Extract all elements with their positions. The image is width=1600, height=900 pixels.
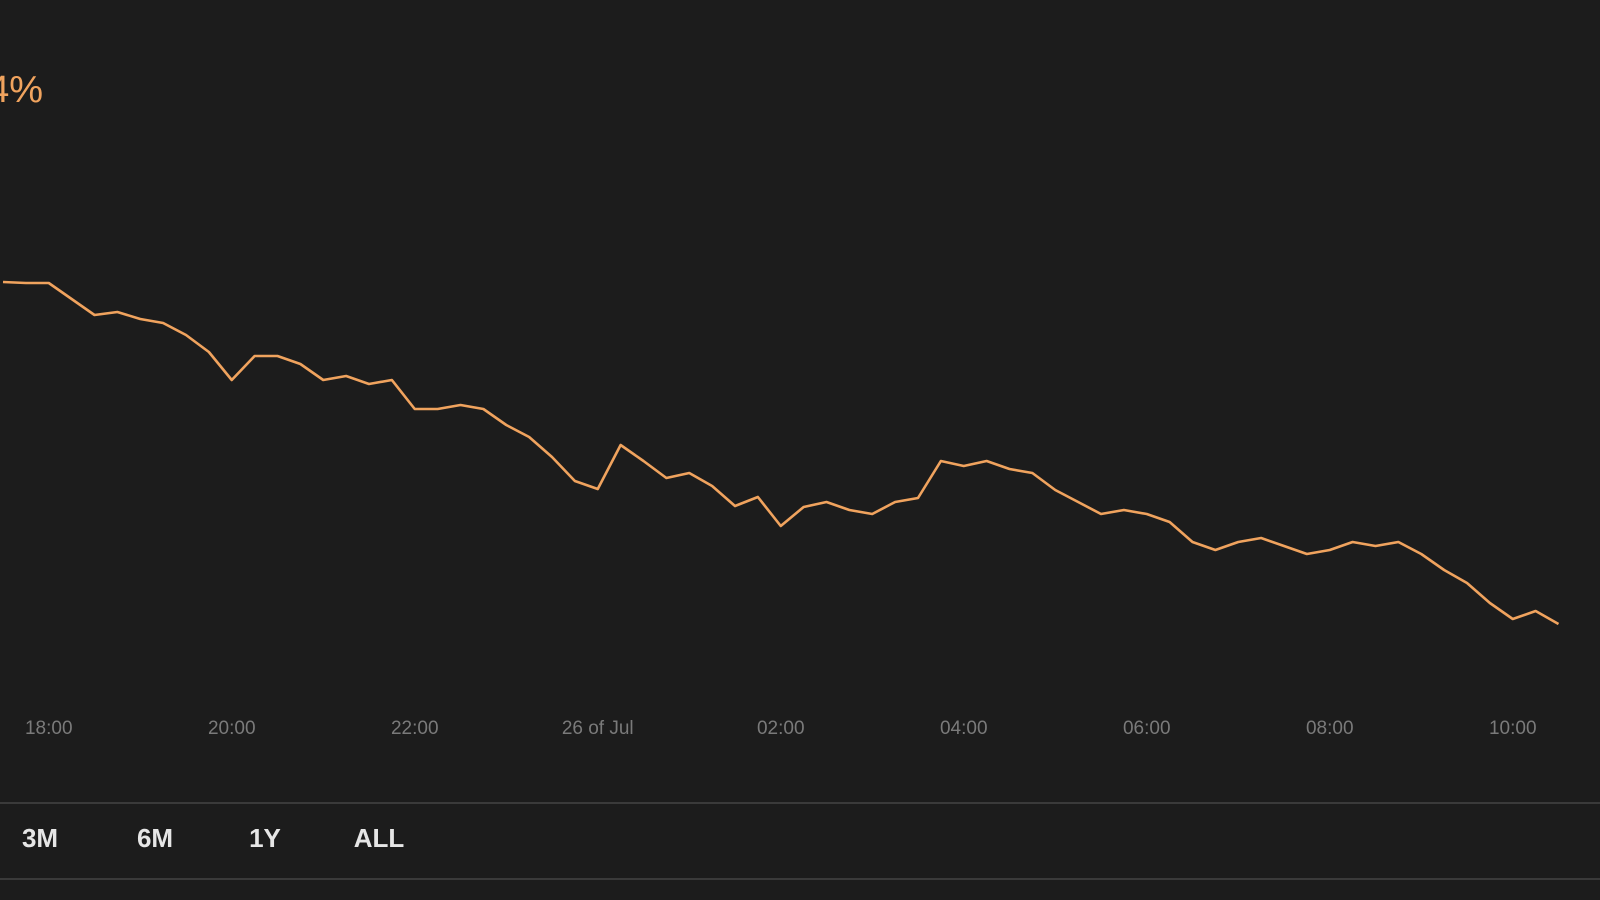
change-label: 4%	[0, 69, 43, 111]
x-tick-label: 26 of Jul	[562, 718, 634, 739]
x-tick-label: 04:00	[940, 718, 988, 739]
range-button[interactable]: 1Y	[249, 823, 281, 853]
x-tick-label: 18:00	[25, 718, 73, 739]
range-button[interactable]: ALL	[354, 823, 405, 853]
price-line	[2, 280, 1560, 626]
x-tick-label: 22:00	[391, 718, 439, 739]
x-tick-label: 10:00	[1489, 718, 1537, 739]
range-button[interactable]: 6M	[137, 823, 173, 853]
range-button[interactable]: 3M	[22, 823, 58, 853]
x-tick-label: 20:00	[208, 718, 256, 739]
x-tick-label: 02:00	[757, 718, 805, 739]
x-tick-label: 06:00	[1123, 718, 1171, 739]
x-tick-label: 08:00	[1306, 718, 1354, 739]
